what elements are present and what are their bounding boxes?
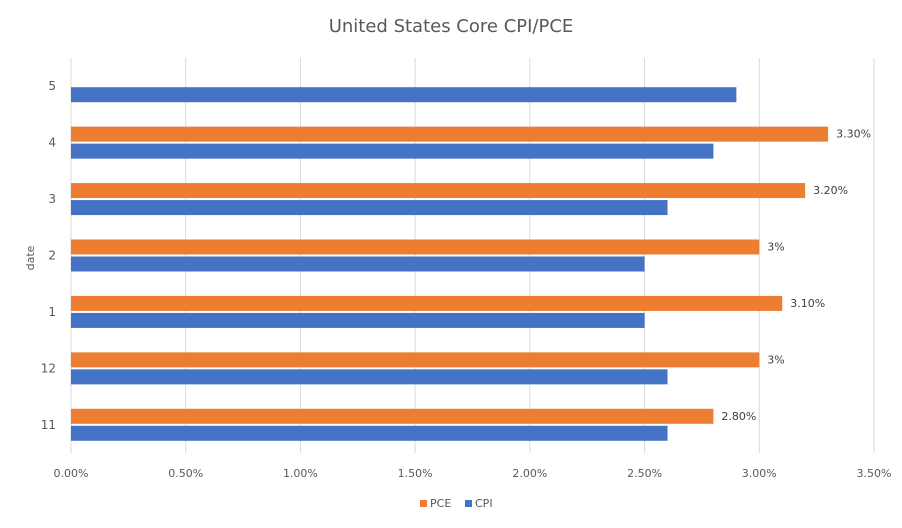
category-label: 2	[48, 249, 56, 263]
x-tick-label: 3.00%	[742, 467, 777, 480]
bars	[71, 87, 829, 441]
cpi-bar	[71, 369, 668, 385]
pce-bar	[71, 408, 714, 424]
cpi-bar	[71, 256, 645, 272]
pce-bar	[71, 239, 760, 255]
data-label: 3.10%	[790, 297, 825, 310]
category-label: 3	[48, 192, 56, 206]
category-label: 12	[41, 361, 56, 375]
cpi-bar	[71, 312, 645, 328]
category-label: 11	[41, 418, 56, 432]
pce-bar	[71, 352, 760, 368]
data-label: 3%	[767, 241, 784, 254]
cpi-bar	[71, 87, 737, 103]
pce-bar	[71, 295, 783, 311]
chart-title: United States Core CPI/PCE	[329, 16, 574, 37]
y-axis-title: date	[24, 245, 37, 270]
pce-bar	[71, 126, 829, 142]
value-axis: 0.00% 0.50% 1.00% 1.50% 2.00% 2.50% 3.00% 3.50%	[54, 467, 892, 480]
x-tick-label: 2.00%	[512, 467, 547, 480]
cpi-bar	[71, 425, 668, 441]
category-label: 1	[48, 305, 56, 319]
cpi-bar	[71, 143, 714, 159]
legend-label: PCE	[430, 497, 451, 510]
x-tick-label: 3.50%	[857, 467, 892, 480]
category-label: 5	[48, 79, 56, 93]
gridlines	[70, 58, 875, 453]
cpi-bar	[71, 200, 668, 216]
data-label: 3.30%	[836, 128, 871, 141]
data-label: 3.20%	[813, 184, 848, 197]
category-label: 4	[48, 136, 56, 150]
x-tick-label: 1.00%	[283, 467, 318, 480]
legend-swatch-pce	[420, 500, 427, 507]
x-tick-label: 0.50%	[168, 467, 203, 480]
category-axis: 5 4 3 2 1 12 11	[41, 79, 56, 432]
legend-label: CPI	[475, 497, 493, 510]
x-tick-label: 1.50%	[398, 467, 433, 480]
data-labels: 3.30% 3.20% 3% 3.10% 3% 2.80%	[721, 128, 871, 423]
pce-bar	[71, 183, 806, 199]
x-tick-label: 2.50%	[627, 467, 662, 480]
x-tick-label: 0.00%	[54, 467, 89, 480]
data-label: 3%	[767, 353, 784, 366]
legend: PCE CPI	[420, 497, 493, 510]
data-label: 2.80%	[721, 410, 756, 423]
legend-swatch-cpi	[465, 500, 472, 507]
